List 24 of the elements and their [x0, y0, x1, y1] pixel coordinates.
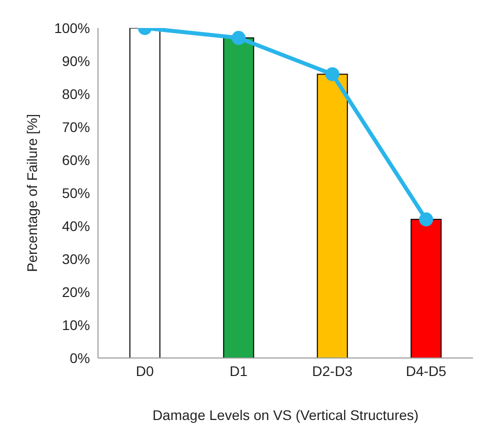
y-tick-label: 20%: [62, 284, 90, 300]
x-tick-label: D2-D3: [312, 362, 353, 379]
y-tick-label: 100%: [54, 20, 90, 36]
y-tick-label: 50%: [62, 184, 90, 201]
y-tick-label: 10%: [62, 316, 90, 333]
point: [325, 67, 340, 82]
bar: [223, 37, 254, 358]
y-axis-title: Percentage of Failure [%]: [24, 114, 40, 272]
y-tick-label: 30%: [62, 250, 90, 267]
y-tick-label: 70%: [62, 118, 90, 135]
x-tick-label: D4-D5: [406, 362, 447, 379]
point: [232, 30, 246, 45]
y-tick-label: 60%: [62, 152, 90, 168]
y-tick-label: 40%: [62, 218, 90, 234]
y-tick-label: 0%: [70, 350, 90, 366]
x-axis-title: Damage Levels on VS (Vertical Structures): [152, 407, 419, 423]
y-tick-label: 80%: [62, 86, 90, 102]
x-tick-label: D1: [230, 362, 248, 379]
y-tick-label: 90%: [62, 52, 90, 69]
x-tick-label: D0: [136, 362, 154, 379]
bar: [410, 218, 442, 358]
bar: [316, 74, 348, 358]
point: [419, 212, 434, 226]
bar: [129, 28, 160, 358]
